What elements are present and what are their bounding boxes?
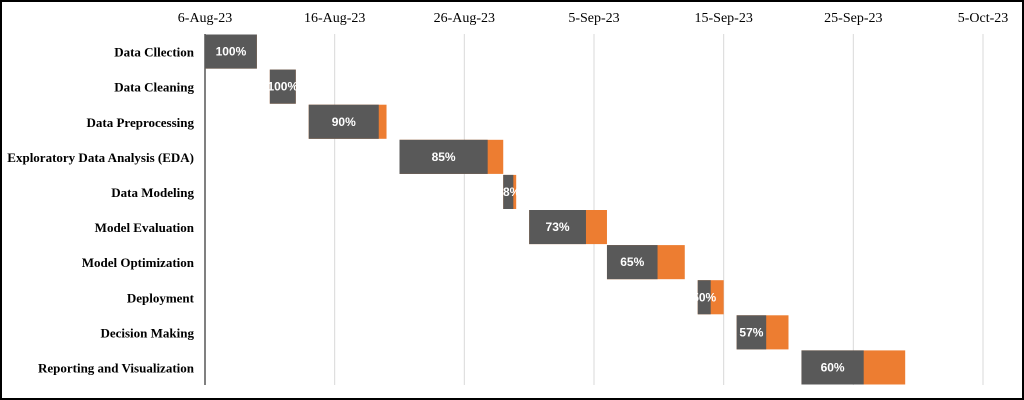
- value-label: 50%: [692, 290, 716, 304]
- completed-bar: [503, 174, 514, 209]
- x-tick-label: 5-Sep-23: [568, 11, 619, 26]
- value-label: 85%: [432, 150, 456, 164]
- category-label: Deployment: [127, 290, 195, 305]
- x-tick-label: 15-Sep-23: [695, 11, 753, 26]
- value-label: 73%: [546, 220, 570, 234]
- completed-bar: [308, 104, 379, 139]
- completed-bar: [269, 69, 296, 104]
- completed-bar: [697, 280, 711, 315]
- completed-bar: [736, 315, 767, 350]
- x-tick-label: 6-Aug-23: [178, 11, 232, 26]
- x-tick-label: 16-Aug-23: [304, 11, 365, 26]
- category-label: Model Optimization: [82, 255, 195, 270]
- x-tick-label: 25-Sep-23: [824, 11, 882, 26]
- x-tick-label: 26-Aug-23: [434, 11, 495, 26]
- value-label: 65%: [620, 255, 644, 269]
- completed-bar: [399, 139, 488, 174]
- completed-bar: [801, 350, 864, 385]
- x-tick-label: 5-Oct-23: [958, 11, 1009, 26]
- value-label: 90%: [332, 115, 356, 129]
- category-label: Reporting and Visualization: [38, 360, 195, 375]
- value-label: 78%: [496, 185, 520, 199]
- value-label: 100%: [216, 45, 247, 59]
- category-label: Data Cleaning: [114, 80, 194, 95]
- value-label: 100%: [267, 80, 298, 94]
- category-label: Data Modeling: [111, 185, 194, 200]
- category-label: Data Preprocessing: [87, 115, 195, 130]
- value-label: 60%: [821, 360, 845, 374]
- category-label: Data Cllection: [114, 45, 195, 60]
- category-label: Decision Making: [100, 325, 194, 340]
- category-label: Model Evaluation: [95, 220, 195, 235]
- value-label: 57%: [739, 325, 763, 339]
- completed-bar: [529, 210, 586, 245]
- category-label: Exploratory Data Analysis (EDA): [7, 150, 194, 165]
- completed-bar: [606, 245, 658, 280]
- completed-bar: [205, 34, 257, 69]
